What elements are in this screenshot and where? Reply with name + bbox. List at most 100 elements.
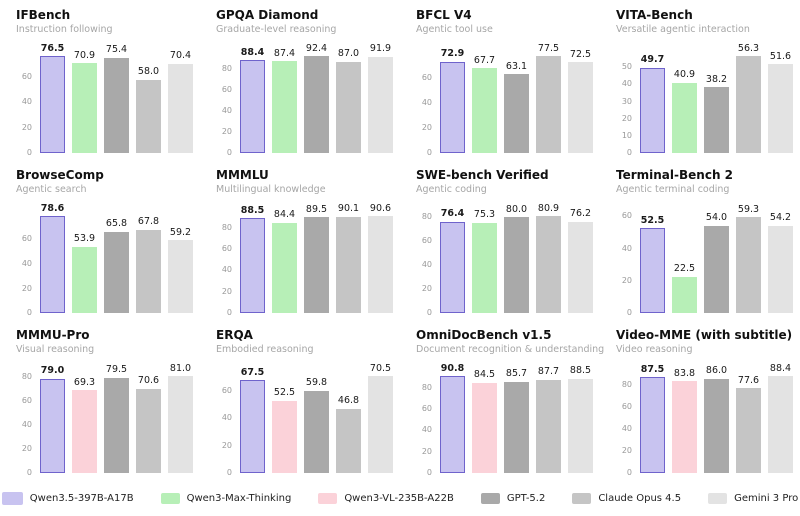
- bar: [136, 229, 161, 314]
- bar: [272, 61, 297, 154]
- bar: [72, 246, 97, 314]
- bar-qwen3-max-thinking: 75.3: [472, 210, 497, 314]
- bar: [440, 61, 465, 154]
- bar: [736, 56, 761, 154]
- plot-area: 0 20 40 60 80 88.4 87.4 92.4 87.0 91.9: [216, 38, 393, 157]
- bar-qwen3-5-397b-a17b: 52.5: [640, 214, 665, 314]
- bar-value-label: 89.5: [305, 203, 328, 215]
- y-tick-label: 0: [226, 468, 232, 478]
- plot-area: 0 20 40 60 80 90.8 84.5 85.7 87.7 88.5: [416, 358, 593, 477]
- bar-qwen3-5-397b-a17b: 79.0: [40, 366, 65, 474]
- bar-value-label: 80.0: [505, 203, 528, 215]
- bar: [504, 381, 529, 474]
- bar: [440, 376, 465, 474]
- bar-claude-opus-4-5: 77.6: [736, 376, 761, 474]
- bar-qwen3-5-397b-a17b: 72.9: [440, 49, 465, 154]
- bar-qwen3-vl-235b-a22b: 52.5: [272, 376, 297, 474]
- bar: [568, 221, 593, 314]
- bar: [304, 390, 329, 474]
- bar-value-label: 52.5: [640, 214, 665, 226]
- y-tick-label: 40: [221, 106, 232, 116]
- chart-bfcl-v4: BFCL V4 Agentic tool use 0 20 40 60 72.9 67.7 63…: [400, 0, 600, 160]
- bar: [640, 377, 665, 474]
- bar-claude-opus-4-5: 70.6: [136, 376, 161, 474]
- bar-gpt-5-2: 38.2: [704, 56, 729, 154]
- bar-value-label: 76.5: [40, 42, 65, 54]
- bar-value-label: 88.5: [240, 204, 265, 216]
- bars-group: 76.4 75.3 80.0 80.9 76.2: [440, 204, 593, 314]
- bar-value-label: 75.4: [105, 44, 128, 56]
- bar-claude-opus-4-5: 87.7: [536, 367, 561, 474]
- bar-qwen3-5-397b-a17b: 88.4: [240, 48, 265, 154]
- bars-group: 87.5 83.8 86.0 77.6 88.4: [640, 364, 793, 474]
- bar: [536, 379, 561, 474]
- bar: [336, 61, 361, 154]
- y-tick-label: 0: [226, 308, 232, 318]
- chart-title: GPQA Diamond: [216, 8, 319, 22]
- bars-group: 79.0 69.3 79.5 70.6 81.0: [40, 364, 193, 474]
- bar-value-label: 90.6: [369, 202, 392, 214]
- plot-area: 0 20 40 60 80 87.5 83.8 86.0 77.6 88.4: [616, 358, 793, 477]
- bar-value-label: 49.7: [640, 54, 665, 66]
- chart-swe-bench-verified: SWE-bench Verified Agentic coding 0 20 40 60 8…: [400, 160, 600, 320]
- bar-gpt-5-2: 79.5: [104, 365, 129, 474]
- chart-subtitle: Multilingual knowledge: [216, 183, 326, 195]
- y-tick-label: 10: [621, 130, 632, 140]
- bar-qwen3-vl-235b-a22b: 84.5: [472, 370, 497, 474]
- bar: [736, 388, 761, 474]
- bar-value-label: 79.5: [105, 364, 128, 376]
- bar: [72, 390, 97, 474]
- y-tick-label: 80: [421, 212, 432, 222]
- y-tick-label: 20: [21, 444, 32, 454]
- y-tick-label: 60: [621, 211, 632, 221]
- y-tick-label: 40: [221, 265, 232, 275]
- bar-gemini-3-pro: 81.0: [168, 364, 193, 474]
- bar-value-label: 77.5: [537, 42, 560, 54]
- bar: [568, 62, 593, 154]
- legend-item-qwen3-vl-235b-a22b: Qwen3-VL-235B-A22B: [318, 492, 454, 504]
- bar-claude-opus-4-5: 80.9: [536, 204, 561, 314]
- bar-gemini-3-pro: 51.6: [768, 52, 793, 154]
- bar-gemini-3-pro: 72.5: [568, 50, 593, 154]
- bar-value-label: 75.3: [473, 209, 496, 221]
- plot-area: 0 20 40 60 72.9 67.7 63.1 77.5 72.5: [416, 38, 593, 157]
- bar-qwen3-max-thinking: 53.9: [72, 216, 97, 314]
- chart-subtitle: Instruction following: [16, 23, 113, 35]
- chart-title: SWE-bench Verified: [416, 168, 549, 182]
- bar-gemini-3-pro: 70.4: [168, 51, 193, 154]
- bar-value-label: 22.5: [673, 263, 696, 275]
- y-tick-label: 20: [21, 122, 32, 132]
- bar-value-label: 84.4: [273, 209, 296, 221]
- y-tick-label: 40: [421, 98, 432, 108]
- bar-gpt-5-2: 59.8: [304, 376, 329, 474]
- bar: [568, 378, 593, 474]
- bar: [304, 56, 329, 154]
- bar: [168, 376, 193, 474]
- y-tick-label: 0: [426, 148, 432, 158]
- bar: [336, 216, 361, 314]
- bar-qwen3-5-397b-a17b: 90.8: [440, 364, 465, 474]
- bar-qwen3-5-397b-a17b: 88.5: [240, 206, 265, 314]
- y-tick-label: 60: [221, 385, 232, 395]
- chart-title: ERQA: [216, 328, 253, 342]
- bar-value-label: 67.8: [137, 216, 160, 228]
- y-tick-label: 40: [221, 413, 232, 423]
- bar: [240, 380, 265, 474]
- y-tick-label: 20: [421, 446, 432, 456]
- bar-value-label: 59.8: [305, 377, 328, 389]
- legend-swatch: [708, 492, 728, 504]
- bar-qwen3-5-397b-a17b: 76.5: [40, 44, 65, 154]
- legend-item-claude-opus-4-5: Claude Opus 4.5: [572, 492, 681, 504]
- y-tick-label: 0: [226, 148, 232, 158]
- y-tick-label: 60: [21, 396, 32, 406]
- bar-gemini-3-pro: 76.2: [568, 209, 593, 314]
- bar-value-label: 76.4: [440, 208, 465, 220]
- y-tick-label: 20: [421, 123, 432, 133]
- bar-value-label: 63.1: [505, 60, 528, 72]
- y-tick-label: 0: [26, 148, 32, 158]
- y-tick-label: 60: [421, 404, 432, 414]
- bar-value-label: 80.9: [537, 202, 560, 214]
- chart-title: Terminal-Bench 2: [616, 168, 734, 182]
- y-tick-label: 40: [621, 79, 632, 89]
- bar: [736, 217, 761, 314]
